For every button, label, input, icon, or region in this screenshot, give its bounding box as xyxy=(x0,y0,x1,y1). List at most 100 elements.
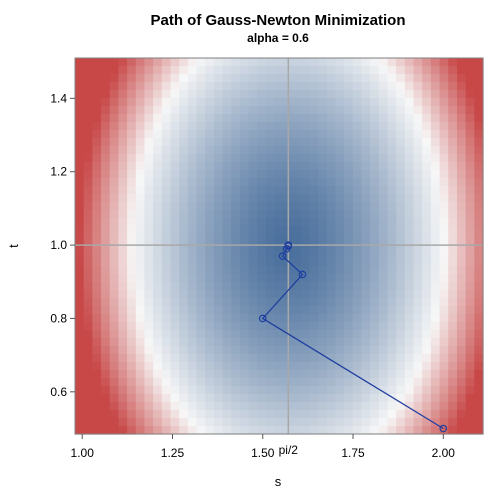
heatmap-cell xyxy=(396,178,406,187)
heatmap-cell xyxy=(474,338,484,347)
heatmap-cell xyxy=(465,250,475,259)
heatmap-cell xyxy=(161,210,172,219)
heatmap-cell xyxy=(378,258,389,267)
heatmap-cell xyxy=(101,306,111,315)
heatmap-cell xyxy=(335,130,345,139)
heatmap-cell xyxy=(352,418,363,427)
heatmap-cell xyxy=(456,82,467,91)
heatmap-cell xyxy=(153,298,163,307)
heatmap-cell xyxy=(257,154,267,163)
heatmap-cell xyxy=(231,282,241,291)
heatmap-cell xyxy=(352,426,363,435)
heatmap-cell xyxy=(127,394,137,403)
heatmap-cell xyxy=(448,170,458,179)
heatmap-cell xyxy=(318,130,328,139)
heatmap-cell xyxy=(239,74,250,83)
heatmap-cell xyxy=(144,114,154,123)
heatmap-cell xyxy=(430,74,441,83)
heatmap-cell xyxy=(239,122,250,131)
y-tick-label: 1.4 xyxy=(50,91,67,105)
heatmap-cell xyxy=(422,162,432,171)
heatmap-cell xyxy=(361,234,371,243)
heatmap-cell xyxy=(170,266,180,275)
heatmap-cell xyxy=(153,178,163,187)
heatmap-cell xyxy=(465,426,475,435)
heatmap-cell xyxy=(361,226,371,235)
heatmap-cell xyxy=(222,418,232,427)
heatmap-cell xyxy=(83,218,93,227)
heatmap-cell xyxy=(274,138,284,147)
heatmap-cell xyxy=(179,266,189,275)
heatmap-cell xyxy=(222,322,232,331)
heatmap-cell xyxy=(83,138,93,147)
heatmap-cell xyxy=(135,74,146,83)
heatmap-cell xyxy=(109,138,119,147)
heatmap-cell xyxy=(205,82,215,91)
heatmap-cell xyxy=(196,370,206,379)
heatmap-cell xyxy=(92,402,102,411)
heatmap-cell xyxy=(257,226,267,235)
heatmap-cell xyxy=(474,218,484,227)
heatmap-cell xyxy=(456,130,467,139)
heatmap-cell xyxy=(257,274,267,283)
heatmap-cell xyxy=(274,266,284,275)
heatmap-cell xyxy=(309,66,319,75)
heatmap-cell xyxy=(118,106,128,115)
heatmap-cell xyxy=(213,282,224,291)
heatmap-cell xyxy=(205,170,215,179)
heatmap-cell xyxy=(118,378,128,387)
heatmap-cell xyxy=(370,226,380,235)
heatmap-cell xyxy=(335,426,345,435)
heatmap-cell xyxy=(92,306,102,315)
heatmap-cell xyxy=(309,210,319,219)
heatmap-cell xyxy=(361,362,371,371)
heatmap-cell xyxy=(248,346,258,355)
heatmap-cell xyxy=(231,210,241,219)
heatmap-cell xyxy=(439,426,449,435)
heatmap-cell xyxy=(378,338,389,347)
heatmap-cell xyxy=(205,322,215,331)
heatmap-cell xyxy=(179,154,189,163)
heatmap-cell xyxy=(248,82,258,91)
heatmap-cell xyxy=(127,266,137,275)
heatmap-cell xyxy=(387,330,397,339)
heatmap-cell xyxy=(274,258,284,267)
heatmap-cell xyxy=(326,266,337,275)
heatmap-cell xyxy=(213,154,224,163)
heatmap-cell xyxy=(300,290,310,299)
heatmap-cell xyxy=(352,74,363,83)
heatmap-cell xyxy=(187,146,198,155)
heatmap-cell xyxy=(422,330,432,339)
heatmap-cell xyxy=(300,426,310,435)
heatmap-cell xyxy=(456,402,467,411)
heatmap-cell xyxy=(413,194,423,203)
heatmap-cell xyxy=(257,290,267,299)
heatmap-cell xyxy=(344,82,354,91)
heatmap-cell xyxy=(309,162,319,171)
heatmap-cell xyxy=(213,250,224,259)
heatmap-cell xyxy=(83,242,93,251)
heatmap-cell xyxy=(413,106,423,115)
heatmap-cell xyxy=(179,330,189,339)
heatmap-cell xyxy=(187,218,198,227)
heatmap-cell xyxy=(274,418,284,427)
heatmap-cell xyxy=(92,426,102,435)
heatmap-cell xyxy=(465,218,475,227)
heatmap-cell xyxy=(153,122,163,131)
heatmap-cell xyxy=(213,210,224,219)
heatmap-cell xyxy=(344,66,354,75)
heatmap-cell xyxy=(430,386,441,395)
heatmap-cell xyxy=(448,290,458,299)
heatmap-cell xyxy=(344,194,354,203)
heatmap-cell xyxy=(378,378,389,387)
heatmap-cell xyxy=(309,154,319,163)
heatmap-cell xyxy=(83,130,93,139)
heatmap-cell xyxy=(309,426,319,435)
heatmap-cell xyxy=(144,402,154,411)
heatmap-cell xyxy=(309,394,319,403)
heatmap-cell xyxy=(118,386,128,395)
heatmap-cell xyxy=(101,354,111,363)
heatmap-cell xyxy=(387,90,397,99)
heatmap-cell xyxy=(161,186,172,195)
heatmap-cell xyxy=(387,74,397,83)
